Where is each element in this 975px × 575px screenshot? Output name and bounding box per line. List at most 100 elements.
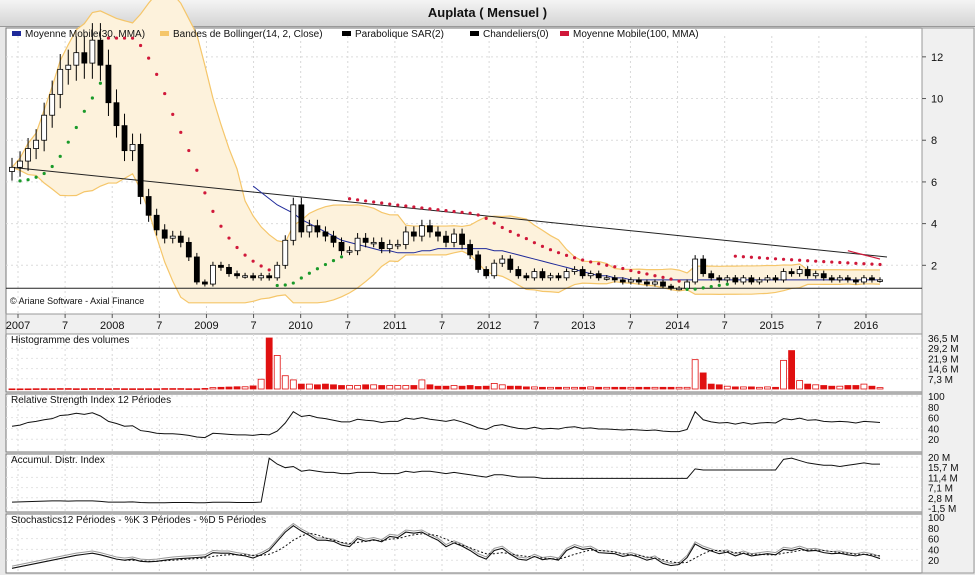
volume-bar — [289, 379, 297, 390]
legend-swatch — [342, 31, 351, 36]
candle-up — [129, 143, 136, 152]
bollinger-lower-line — [11, 166, 881, 304]
volume-bar — [482, 385, 490, 390]
candle-down — [635, 279, 642, 283]
parabolic-sar-dot — [339, 255, 344, 259]
legend-swatch — [560, 31, 569, 36]
volume-bar — [386, 385, 394, 390]
candle-up — [282, 239, 289, 266]
price-tick-label: 8 — [931, 135, 937, 147]
volume-bar — [442, 385, 450, 390]
volume-bar — [579, 386, 587, 390]
volume-bar — [129, 388, 136, 390]
volume-bar — [458, 385, 466, 390]
parabolic-sar-dot — [372, 200, 376, 204]
candle-up — [491, 262, 498, 277]
legend-label: Bandes de Bollinger(14, 2, Close) — [173, 29, 323, 40]
candle-up — [796, 269, 803, 275]
volume-bar — [105, 388, 112, 390]
rsi-panel-title: Relative Strength Index 12 Périodes — [11, 395, 171, 406]
candle-down — [716, 277, 723, 281]
candle-down — [611, 277, 618, 281]
volume-bar — [410, 385, 418, 390]
parabolic-sar-dot — [396, 203, 400, 207]
candle-up — [756, 279, 763, 283]
candle-down — [619, 279, 626, 283]
candle-up — [402, 231, 409, 245]
volume-bar — [209, 387, 217, 390]
date-tick-label: 2008 — [100, 320, 124, 332]
volume-bar — [330, 384, 337, 390]
candle-down — [539, 271, 546, 279]
parabolic-sar-dot — [653, 274, 657, 278]
stochastic-d-line — [124, 532, 881, 564]
volume-bar — [498, 384, 506, 390]
volume-tick-label: 21,9 M — [928, 354, 959, 365]
candle-down — [443, 235, 449, 243]
parabolic-sar-dot — [870, 262, 874, 266]
parabolic-sar-dot — [524, 236, 528, 241]
parabolic-sar-dot — [235, 245, 239, 250]
candle-down — [177, 235, 184, 243]
date-tick-label: 7 — [345, 320, 351, 332]
volume-bar — [177, 388, 185, 390]
candle-up — [169, 235, 176, 239]
stoch-panel-title: Stochastics12 Périodes - %K 3 Périodes -… — [11, 515, 266, 526]
volume-bar — [619, 386, 627, 390]
candle-up — [210, 264, 216, 285]
bollinger-upper-line — [11, 0, 881, 274]
volume-bar — [506, 385, 514, 390]
parabolic-sar-dot — [380, 201, 384, 205]
volume-bar — [852, 385, 860, 390]
ad-panel-background — [5, 453, 923, 513]
parabolic-sar-dot — [492, 221, 496, 225]
volume-tick-label: 7,3 M — [928, 375, 953, 386]
parabolic-sar-dot — [500, 225, 504, 230]
volume-bar — [161, 388, 169, 390]
stochastic-raw-line — [11, 522, 881, 567]
candle-down — [193, 256, 200, 283]
volume-bar — [780, 359, 787, 390]
volume-bar — [595, 386, 603, 390]
parabolic-sar-dot — [420, 206, 424, 210]
candle-up — [394, 244, 401, 247]
volume-bar — [394, 385, 402, 390]
parabolic-sar-dot — [58, 154, 62, 158]
candle-down — [314, 225, 321, 233]
candle-down — [595, 273, 602, 279]
volume-bar — [314, 384, 321, 390]
volume-bar — [651, 386, 659, 390]
parabolic-sar-dot — [26, 178, 30, 182]
candle-up — [346, 250, 353, 253]
volume-bar — [587, 386, 595, 390]
candle-up — [57, 68, 64, 95]
parabolic-sar-dot — [677, 279, 681, 283]
parabolic-sar-dot — [436, 208, 440, 212]
candle-up — [877, 279, 883, 282]
volume-bar — [418, 379, 426, 390]
candle-down — [555, 275, 562, 279]
candle-down — [435, 231, 441, 237]
volume-bar — [370, 384, 378, 390]
candle-up — [418, 225, 425, 237]
volume-bar — [522, 386, 530, 390]
candle-down — [523, 275, 530, 279]
volume-bar — [273, 355, 281, 390]
parabolic-sar-dot — [267, 268, 271, 272]
candle-up — [451, 233, 457, 243]
volume-bar — [756, 386, 763, 390]
parabolic-sar-dot — [781, 257, 786, 261]
parabolic-sar-dot — [830, 260, 834, 264]
candle-down — [218, 264, 224, 268]
parabolic-sar-dot — [733, 254, 737, 258]
volume-tick-label: 14,6 M — [928, 365, 959, 376]
candle-down — [322, 231, 329, 237]
parabolic-sar-dot — [138, 43, 143, 48]
candle-up — [652, 281, 658, 285]
candle-up — [9, 166, 15, 172]
candle-down — [459, 233, 465, 245]
parabolic-sar-dot — [540, 244, 545, 248]
price-tick-label: 4 — [931, 219, 937, 231]
volume-bar — [772, 386, 779, 390]
